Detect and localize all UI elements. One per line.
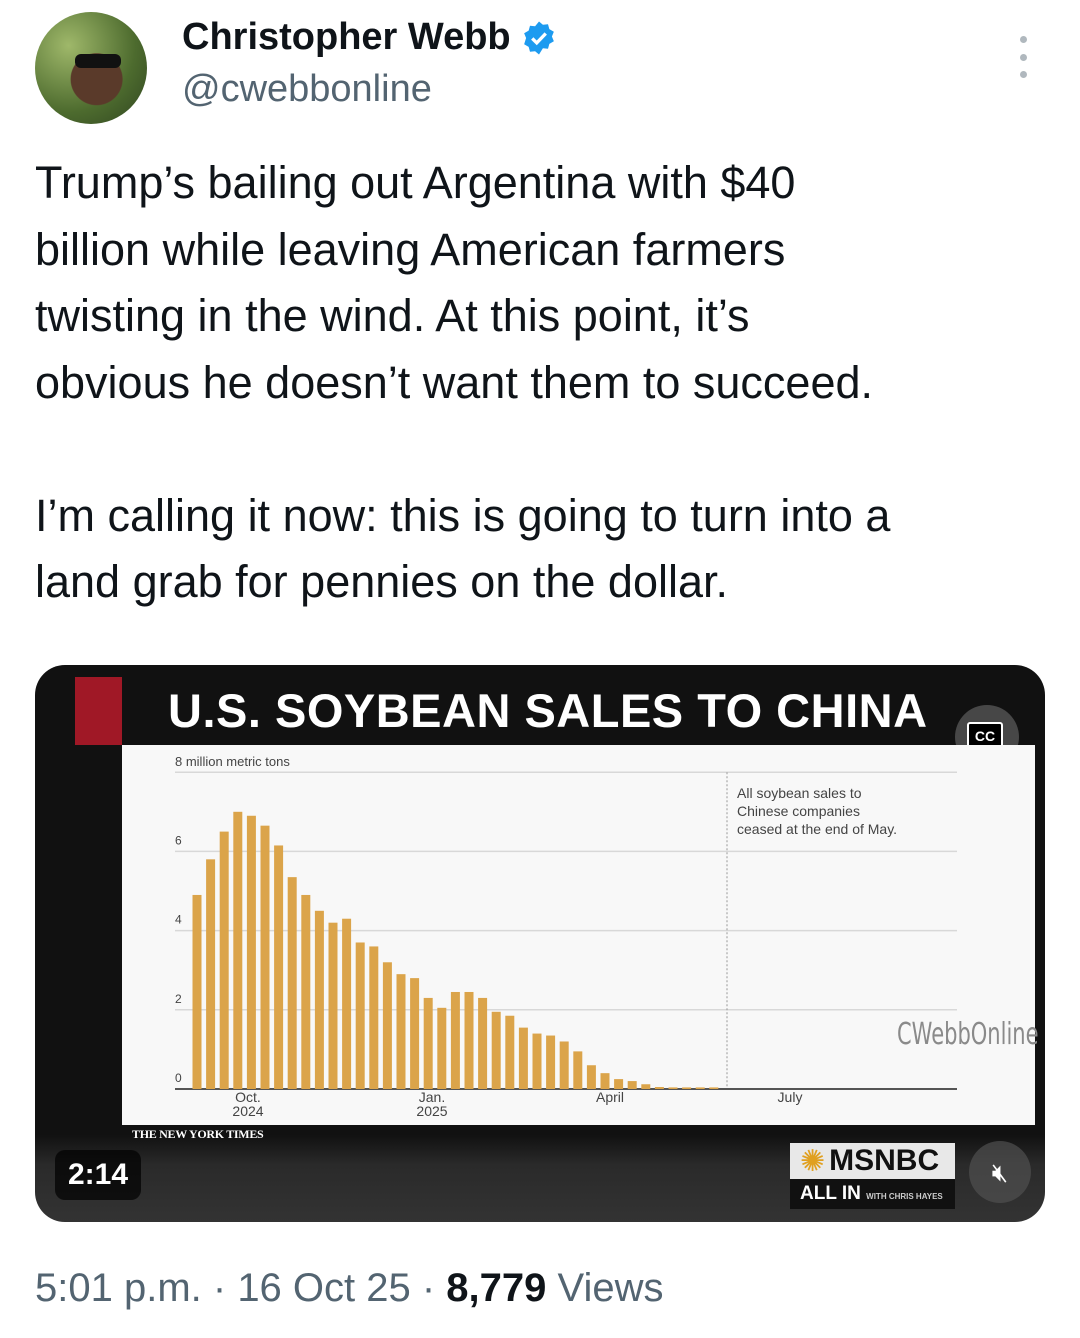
video-title: U.S. SOYBEAN SALES TO CHINA	[168, 684, 928, 737]
bar	[192, 894, 202, 1089]
bar	[396, 974, 406, 1089]
bar	[410, 978, 420, 1089]
x-tick-year: 2025	[416, 1103, 447, 1119]
bar	[478, 997, 488, 1089]
bar	[369, 946, 379, 1089]
bar	[600, 1073, 610, 1089]
chart-annotation: ceased at the end of May.	[737, 821, 897, 837]
bar	[219, 831, 229, 1089]
chart-annotation: All soybean sales to	[737, 785, 862, 801]
x-tick-label: July	[778, 1089, 803, 1105]
bar	[342, 918, 352, 1089]
avatar-photo	[75, 54, 121, 68]
post-date[interactable]: 16 Oct 25	[237, 1266, 411, 1310]
bar	[682, 1087, 692, 1089]
avatar[interactable]	[35, 12, 147, 124]
views-label: Views	[557, 1266, 664, 1310]
bar	[518, 1027, 528, 1089]
network-logo: ✺ MSNBC ALL IN WITH CHRIS HAYES	[790, 1143, 955, 1209]
peacock-icon: ✺	[800, 1144, 826, 1178]
y-tick-label: 4	[175, 913, 182, 927]
bar	[464, 991, 474, 1089]
author-name[interactable]: Christopher Webb	[182, 16, 557, 59]
bar	[546, 1035, 556, 1089]
soybean-chart: 8 million metric tons 0 2 4 6 Oct.2024 Jan.202…	[175, 754, 957, 1119]
y-tick-label: 6	[175, 833, 182, 847]
watermark: CWebbOnline	[897, 1017, 1039, 1052]
y-tick-label: 2	[175, 992, 182, 1006]
x-tick-year: 2024	[232, 1103, 263, 1119]
mute-button[interactable]: 🔇︎	[969, 1141, 1031, 1203]
bar	[450, 991, 460, 1089]
bar	[274, 845, 284, 1089]
video-player[interactable]: U.S. SOYBEAN SALES TO CHINA CC 8 million…	[35, 665, 1045, 1222]
bar	[668, 1087, 678, 1089]
tweet-meta: 5:01 p.m. · 16 Oct 25 · 8,779 Views	[35, 1266, 664, 1310]
bar	[641, 1084, 651, 1089]
bar	[586, 1065, 596, 1089]
bar	[328, 922, 338, 1089]
bar	[314, 910, 324, 1089]
bar	[437, 1007, 447, 1089]
bar	[491, 1011, 501, 1089]
author-handle[interactable]: @cwebbonline	[182, 68, 432, 110]
bar	[627, 1081, 637, 1089]
view-count: 8,779	[446, 1266, 547, 1310]
bar	[246, 815, 256, 1089]
x-tick-label: April	[596, 1089, 624, 1105]
bar	[423, 997, 433, 1089]
bar	[532, 1033, 542, 1089]
bar	[709, 1087, 719, 1089]
bar	[573, 1051, 583, 1089]
x-tick-label: Oct.	[235, 1089, 261, 1105]
verified-badge-icon	[523, 21, 554, 54]
bar	[614, 1079, 624, 1089]
x-tick-label: Jan.	[419, 1089, 445, 1105]
chart-source: THE NEW YORK TIMES	[132, 1127, 264, 1141]
bar	[654, 1087, 664, 1089]
y-axis-label: 8 million metric tons	[175, 754, 290, 769]
bar	[301, 894, 311, 1089]
bar	[287, 877, 297, 1089]
bar	[355, 942, 365, 1089]
title-accent	[75, 677, 122, 745]
speaker-muted-icon: 🔇︎	[991, 1157, 1009, 1187]
chart-annotation: Chinese companies	[737, 803, 860, 819]
bar	[260, 825, 270, 1089]
bar	[233, 811, 243, 1089]
bar	[559, 1041, 569, 1089]
more-options-icon[interactable]	[1010, 36, 1036, 78]
bar	[505, 1015, 515, 1089]
bar	[695, 1087, 705, 1089]
bar	[206, 859, 216, 1089]
video-duration: 2:14	[55, 1150, 141, 1200]
tweet-text: Trump’s bailing out Argentina with $40 b…	[35, 157, 891, 607]
post-time[interactable]: 5:01 p.m.	[35, 1266, 202, 1310]
y-tick-label: 0	[175, 1071, 182, 1085]
chart-panel: 8 million metric tons 0 2 4 6 Oct. 2024 Jan. 202…	[122, 745, 1035, 1125]
bar	[382, 962, 392, 1089]
